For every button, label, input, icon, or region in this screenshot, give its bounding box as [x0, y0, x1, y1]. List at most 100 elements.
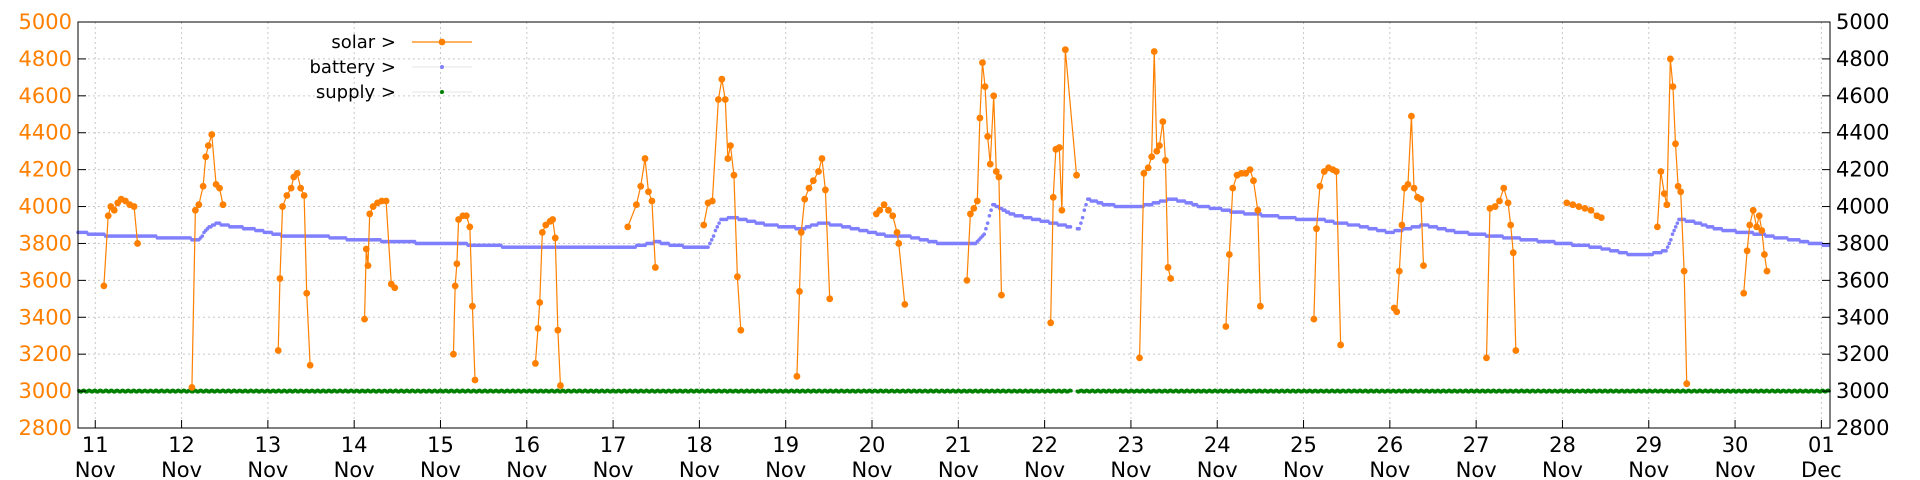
x-tick-label-month: Nov: [1197, 458, 1238, 480]
solar-point: [195, 201, 203, 209]
solar-point: [901, 300, 909, 308]
solar-point: [104, 212, 112, 220]
solar-point: [724, 155, 732, 162]
solar-point: [362, 245, 370, 253]
battery-point: [1080, 215, 1085, 220]
solar-point: [826, 295, 834, 303]
supply-point: [1069, 388, 1073, 393]
solar-point: [708, 197, 716, 205]
x-tick-label-day: 27: [1463, 433, 1490, 457]
battery-point: [715, 225, 720, 229]
battery-point: [1672, 228, 1676, 233]
x-tick-label-month: Nov: [765, 458, 806, 480]
y-tick-label: 3600: [19, 268, 72, 292]
solar-point: [1332, 168, 1340, 175]
solar-point: [532, 360, 539, 367]
solar-point: [1496, 197, 1503, 205]
solar-point: [986, 160, 994, 168]
solar-point: [130, 203, 138, 210]
solar-line: [452, 215, 476, 381]
x-tick-label-month: Nov: [1628, 458, 1669, 480]
y-tick-label: 3400: [19, 305, 72, 329]
solar-point: [721, 96, 729, 103]
solar-point: [1047, 319, 1055, 327]
y-tick-label: 3200: [19, 342, 72, 366]
solar-point: [1740, 289, 1748, 297]
x-tick-label-day: 22: [1031, 433, 1058, 457]
solar-point: [1500, 184, 1508, 192]
solar-point: [1486, 204, 1494, 212]
solar-point: [1058, 206, 1066, 214]
solar-point: [1159, 118, 1167, 126]
solar-point: [889, 212, 897, 220]
x-tick-label-month: Nov: [1283, 458, 1324, 480]
solar-point: [1136, 354, 1143, 362]
solar-point: [973, 197, 981, 205]
solar-point: [1144, 164, 1152, 172]
x-tick-label-day: 30: [1722, 433, 1749, 457]
solar-point: [191, 206, 199, 214]
legend-supply-marker: [440, 90, 444, 94]
x-tick-label-month: Nov: [938, 458, 979, 480]
x-tick-label-month: Nov: [161, 458, 202, 480]
solar-point: [1148, 153, 1156, 161]
solar-point: [1669, 83, 1677, 90]
x-tick-label-month: Nov: [75, 458, 116, 480]
legend-solar-label: solar >: [331, 32, 396, 53]
x-tick-label-month: Nov: [334, 458, 375, 480]
x-tick-label-day: 11: [82, 433, 109, 457]
solar-point: [801, 195, 809, 203]
solar-point: [549, 216, 557, 223]
solar-line: [1050, 49, 1078, 323]
solar-point: [202, 153, 210, 161]
x-tick-label-month: Nov: [679, 458, 720, 480]
solar-point: [287, 184, 295, 192]
legend-battery-marker: [440, 65, 444, 69]
solar-point: [1491, 203, 1499, 210]
y-tick-label-right: 3000: [1836, 379, 1889, 403]
solar-point: [1153, 147, 1161, 155]
solar-series: [100, 46, 1771, 391]
solar-point: [1167, 275, 1175, 282]
solar-point: [815, 168, 822, 175]
solar-point: [1507, 221, 1515, 229]
y-tick-label: 4400: [19, 121, 72, 145]
battery-point: [1665, 245, 1670, 249]
solar-point: [1316, 182, 1324, 190]
solar-point: [1073, 171, 1080, 179]
solar-point: [1763, 267, 1771, 275]
solar-point: [283, 192, 291, 199]
solar-point: [300, 192, 308, 199]
solar-point: [279, 203, 286, 210]
solar-point: [796, 288, 803, 295]
x-tick-label-month: Nov: [1024, 458, 1065, 480]
solar-point: [1755, 212, 1763, 220]
x-tick-label-day: 01: [1808, 433, 1835, 457]
solar-point: [382, 197, 390, 205]
solar-point: [303, 289, 311, 297]
plot-frame: [77, 21, 1831, 429]
y-tick-label-right: 4800: [1836, 47, 1889, 71]
battery-point: [706, 245, 710, 249]
solar-point: [1404, 181, 1412, 188]
solar-point: [1680, 267, 1688, 275]
x-tick-label-day: 18: [686, 433, 713, 457]
x-tick-label-day: 23: [1118, 433, 1145, 457]
legend-battery-label: battery >: [309, 57, 396, 78]
solar-point: [469, 302, 476, 310]
solar-point: [1677, 188, 1685, 196]
legend-solar-marker: [438, 38, 446, 46]
solar-point: [700, 221, 708, 229]
solar-line: [103, 198, 139, 286]
solar-line: [191, 134, 224, 388]
battery-point: [717, 221, 721, 225]
battery-point: [1670, 232, 1675, 237]
solar-point: [306, 361, 314, 369]
x-tick-label-month: Nov: [1542, 458, 1583, 480]
battery-point: [1084, 202, 1088, 207]
solar-point: [1049, 193, 1057, 201]
solar-point: [1597, 214, 1605, 222]
solar-point: [1509, 249, 1517, 257]
solar-point: [1055, 144, 1063, 151]
x-tick-label-day: 19: [772, 433, 799, 457]
